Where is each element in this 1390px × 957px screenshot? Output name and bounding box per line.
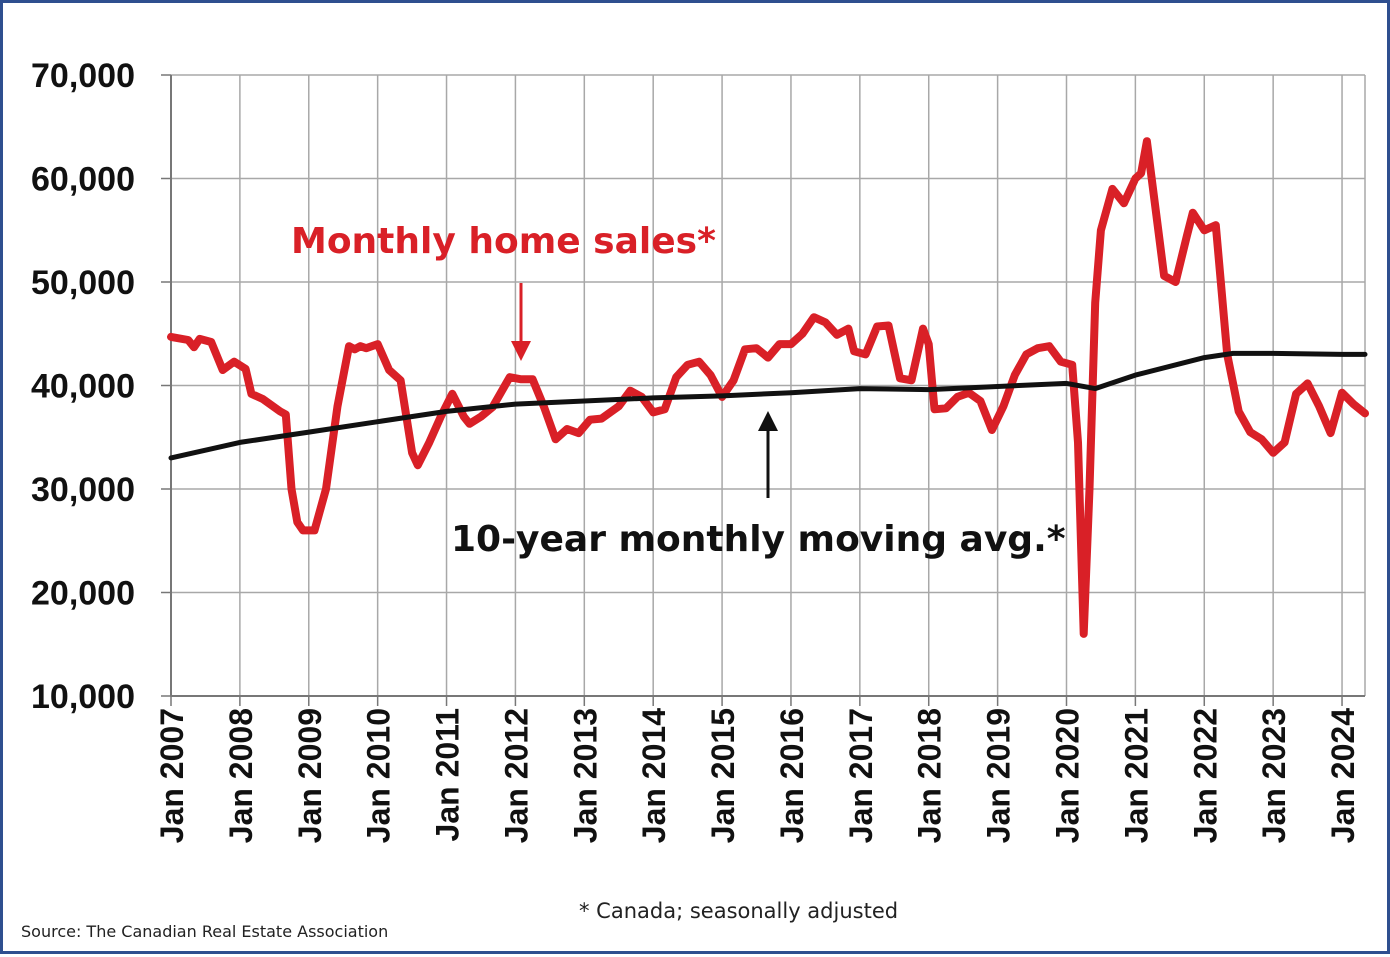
moving-average-line [168,350,1368,461]
grid-lines [161,74,1366,706]
x-tick-label: Jan 2016 [774,708,810,843]
sales-annotation-arrow [511,283,531,361]
x-tick-label: Jan 2020 [1050,708,1086,843]
y-tick-label: 70,000 [31,57,135,95]
y-tick-label: 40,000 [31,368,135,406]
y-axis-tick-labels: 70,000 60,000 50,000 40,000 30,000 20,000 10,0… [31,57,135,716]
x-tick-label: Jan 2022 [1187,708,1223,843]
x-tick-label: Jan 2010 [361,708,397,843]
x-tick-label: Jan 2007 [154,708,190,843]
x-tick-label: Jan 2012 [498,708,534,843]
series-lines [167,137,1369,638]
x-tick-label: Jan 2019 [981,708,1017,843]
footnote: * Canada; seasonally adjusted [579,899,898,923]
y-tick-label: 30,000 [31,471,135,509]
x-tick-label: Jan 2011 [430,708,466,841]
x-axis-tick-labels: Jan 2007 Jan 2008 Jan 2009 Jan 2010 Jan 2011… [154,708,1361,843]
x-tick-label: Jan 2018 [912,708,948,843]
x-tick-label: Jan 2015 [705,708,741,843]
x-tick-label: Jan 2008 [223,708,259,843]
x-tick-label: Jan 2021 [1118,708,1154,843]
line-chart: 70,000 60,000 50,000 40,000 30,000 20,000 10,0… [21,57,1369,941]
x-tick-label: Jan 2009 [292,708,328,843]
x-tick-label: Jan 2017 [843,708,879,843]
x-tick-label: Jan 2013 [567,708,603,843]
monthly-sales-line [167,137,1369,638]
y-tick-label: 20,000 [31,575,135,613]
x-tick-label: Jan 2023 [1256,708,1292,843]
sales-series-label: Monthly home sales* [291,221,716,262]
avg-series-label: 10-year monthly moving avg.* [451,519,1066,560]
source-note: Source: The Canadian Real Estate Associa… [21,922,388,941]
x-tick-label: Jan 2014 [636,708,672,843]
y-tick-label: 60,000 [31,161,135,199]
x-tick-label: Jan 2024 [1325,708,1361,843]
avg-annotation-arrow [758,411,778,498]
y-tick-label: 10,000 [31,678,135,716]
y-tick-label: 50,000 [31,264,135,302]
